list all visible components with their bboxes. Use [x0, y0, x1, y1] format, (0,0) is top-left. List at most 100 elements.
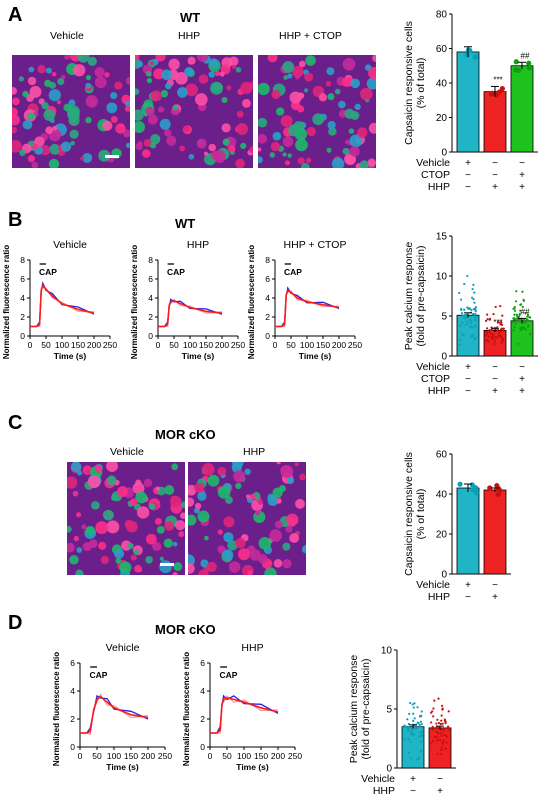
panel-a-title: WT	[180, 10, 201, 25]
cell	[22, 90, 29, 98]
condition-mark: +	[519, 374, 525, 385]
cell	[282, 559, 292, 569]
cell	[135, 479, 142, 486]
data-point	[408, 701, 412, 705]
cell	[221, 123, 231, 133]
cell	[194, 502, 202, 510]
cell	[222, 549, 234, 560]
cell	[208, 143, 216, 152]
cell	[280, 465, 294, 478]
data-point	[520, 303, 523, 306]
cell	[187, 56, 196, 65]
cell	[188, 563, 195, 574]
cell	[56, 100, 62, 105]
cell	[240, 142, 247, 150]
cell	[155, 55, 166, 62]
trace-line	[210, 697, 279, 734]
cell	[344, 108, 355, 119]
data-point	[517, 342, 520, 345]
data-point	[440, 731, 443, 735]
data-point	[407, 726, 410, 729]
cell	[135, 109, 144, 121]
data-point	[527, 324, 530, 327]
data-point	[526, 315, 529, 318]
data-point	[440, 748, 443, 752]
y-axis-label: Peak calcium response	[348, 655, 360, 764]
condition-mark: −	[465, 170, 471, 181]
cell	[87, 475, 101, 489]
data-point	[498, 335, 501, 338]
cell	[44, 79, 52, 88]
y-tick-label: 6	[265, 274, 270, 284]
cell	[67, 542, 75, 553]
x-tick-label: 0	[273, 340, 278, 350]
x-tick-label: 200	[87, 340, 101, 350]
cell	[269, 152, 275, 158]
data-point	[433, 735, 436, 739]
data-point	[486, 332, 489, 336]
cell	[154, 517, 162, 525]
cell	[226, 85, 232, 91]
y-tick-label: 20	[436, 113, 448, 124]
cell	[267, 493, 275, 502]
cell	[198, 74, 209, 84]
data-point	[415, 726, 418, 729]
cell	[61, 74, 66, 80]
cell	[244, 468, 251, 475]
cell	[168, 58, 180, 71]
data-point	[486, 339, 489, 342]
y-tick-label: 2	[20, 312, 25, 322]
cell	[272, 131, 282, 141]
data-point	[459, 298, 463, 301]
cell	[32, 143, 39, 151]
x-tick-label: 0	[156, 340, 161, 350]
data-point	[420, 710, 423, 713]
cell	[180, 512, 185, 519]
y-tick-label: 5	[386, 705, 392, 716]
data-point	[502, 329, 505, 332]
cell	[298, 60, 306, 68]
data-point	[435, 726, 438, 729]
y-tick-label: 0	[265, 331, 270, 341]
x-tick-label: 200	[141, 751, 155, 761]
cell	[90, 99, 97, 106]
data-point	[472, 283, 475, 286]
data-point	[435, 731, 438, 734]
data-point	[488, 317, 492, 320]
y-tick-label: 4	[200, 686, 205, 696]
trace-line	[80, 695, 149, 734]
cell	[145, 106, 155, 116]
cell	[269, 529, 282, 542]
cell	[27, 112, 35, 120]
y-tick-label: 80	[436, 10, 448, 21]
condition-row-label: Vehicle	[416, 361, 450, 373]
trace-line	[275, 289, 340, 328]
data-point	[441, 722, 444, 725]
cell	[28, 66, 35, 73]
micrograph-a-hhp-ctop	[258, 55, 376, 168]
cell	[196, 55, 209, 62]
cell	[368, 66, 376, 80]
trace-b-hhp-ctop: HHP + CTOP 0 2 4 6 8 0 50 100 150 200 250 Time (s) No…	[247, 239, 362, 361]
data-point	[513, 307, 516, 310]
cell	[51, 71, 57, 77]
cell	[147, 114, 158, 125]
data-point	[406, 718, 409, 721]
data-point	[515, 300, 518, 303]
data-point	[416, 757, 419, 761]
y-axis-label: (fold of pre-capsaicin)	[360, 659, 372, 760]
cell	[208, 71, 216, 78]
cell	[297, 157, 305, 165]
cell	[12, 114, 20, 126]
data-point	[526, 65, 532, 71]
cell	[12, 87, 18, 95]
micrograph-a-hhp	[135, 55, 253, 168]
data-point	[435, 722, 438, 725]
cell	[360, 87, 373, 101]
cell	[249, 549, 261, 561]
x-axis-label: Time (s)	[182, 351, 215, 361]
cell	[331, 157, 345, 168]
data-point	[436, 735, 439, 738]
cap-label: CAP	[90, 670, 108, 680]
data-point	[515, 290, 518, 293]
